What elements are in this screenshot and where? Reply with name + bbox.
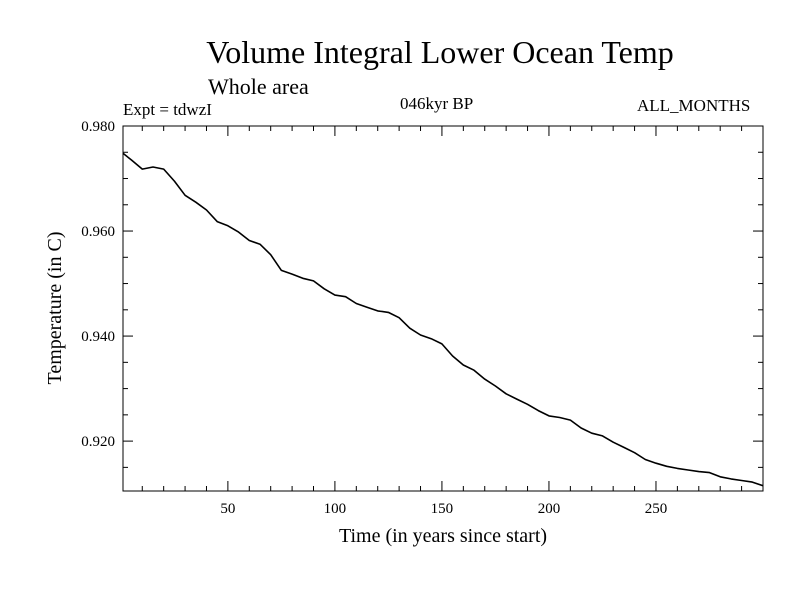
y-axis-label: Temperature (in C) [44, 232, 66, 385]
y-tick-label: 0.980 [81, 119, 115, 135]
y-tick-label: 0.920 [81, 434, 115, 450]
x-tick-label: 150 [431, 501, 454, 517]
x-tick-label: 50 [220, 501, 235, 517]
x-tick-label: 250 [645, 501, 668, 517]
y-tick-label: 0.960 [81, 224, 115, 240]
x-axis-label: Time (in years since start) [339, 525, 547, 547]
tick-labels: 50 100 150 200 250 0.920 0.940 0.960 0.980 [81, 119, 667, 517]
chart-subtitle: Whole area [208, 74, 309, 99]
y-tick-label: 0.940 [81, 329, 115, 345]
months-label: ALL_MONTHS [637, 96, 751, 115]
period-label: 046kyr BP [400, 94, 474, 113]
x-tick-label: 200 [538, 501, 561, 517]
axis-ticks [123, 125, 763, 491]
x-tick-label: 100 [324, 501, 347, 517]
experiment-label: Expt = tdwzI [123, 100, 212, 119]
plot-frame [122, 125, 764, 492]
chart-title: Volume Integral Lower Ocean Temp [206, 34, 674, 70]
temperature-series-line [122, 152, 764, 487]
